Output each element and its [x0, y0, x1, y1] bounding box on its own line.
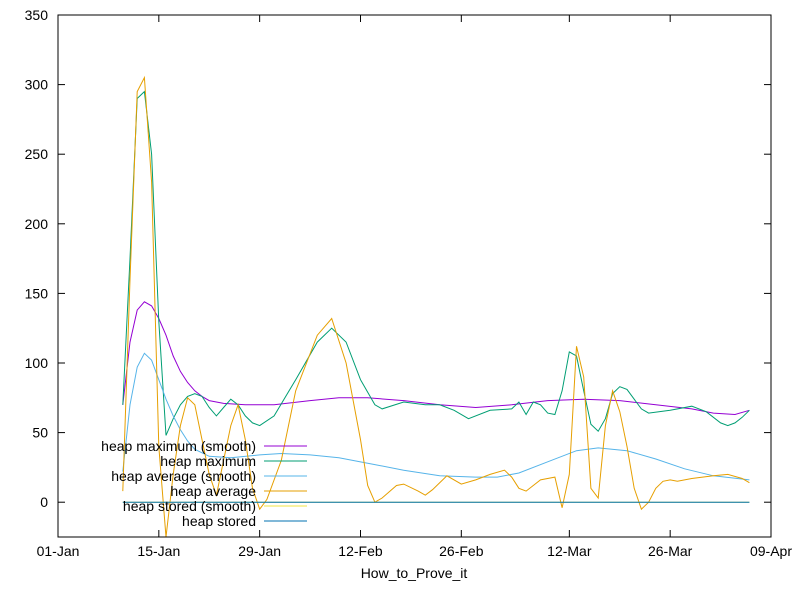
y-tick-label: 300	[25, 77, 49, 93]
legend-label: heap average (smooth)	[111, 468, 256, 484]
series-line-3	[122, 352, 750, 481]
x-tick-label: 01-Jan	[37, 543, 80, 559]
series-line-2	[122, 90, 750, 436]
y-tick-label: 200	[25, 216, 49, 232]
x-tick-label: 26-Feb	[439, 543, 484, 559]
legend-label: heap maximum	[160, 453, 256, 469]
x-tick-label: 12-Feb	[338, 543, 383, 559]
x-tick-label: 15-Jan	[137, 543, 180, 559]
y-tick-label: 350	[25, 7, 49, 23]
x-tick-label: 12-Mar	[547, 543, 592, 559]
legend-label: heap stored	[182, 513, 256, 529]
series-layer	[122, 75, 750, 538]
legend-label: heap stored (smooth)	[123, 498, 256, 514]
y-tick-label: 250	[25, 146, 49, 162]
y-tick-label: 150	[25, 285, 49, 301]
x-tick-label: 29-Jan	[238, 543, 281, 559]
x-axis: 01-Jan 15-Jan 29-Jan 12-Feb 26-Feb 12-Mar 26-M…	[37, 15, 792, 559]
y-tick-label: 100	[25, 355, 49, 371]
plot-frame	[57, 14, 772, 538]
y-tick-label: 0	[40, 494, 48, 510]
y-tick-label: 50	[32, 425, 48, 441]
series-line-4	[122, 75, 750, 538]
legend-label: heap maximum (smooth)	[101, 438, 256, 454]
legend-label: heap average	[170, 483, 256, 499]
x-tick-label: 09-Apr	[750, 543, 792, 559]
x-tick-label: 26-Mar	[648, 543, 693, 559]
y-axis: 0 50 100 150 200 250 300 350	[25, 7, 771, 510]
x-axis-title: How_to_Prove_it	[361, 565, 468, 581]
